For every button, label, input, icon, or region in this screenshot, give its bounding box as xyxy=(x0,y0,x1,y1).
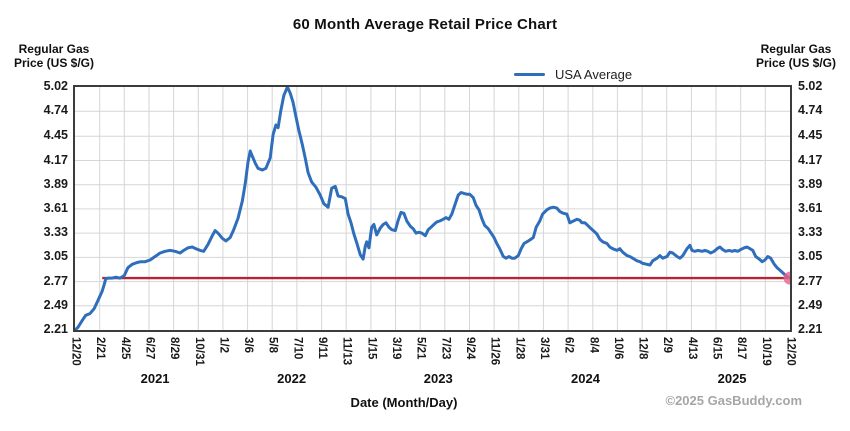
y-axis-title-left-line1: Regular Gas xyxy=(18,42,90,56)
y-axis-title-left: Regular Gas Price (US $/G) xyxy=(0,42,108,71)
x-tick-label: 11/26 xyxy=(488,337,501,366)
plot-area xyxy=(73,85,792,332)
y-tick-label-right: 2.77 xyxy=(798,273,823,288)
x-tick-label: 1/28 xyxy=(513,337,526,360)
x-tick-label: 12/8 xyxy=(636,337,649,360)
x-tick-label: 5/21 xyxy=(414,337,427,360)
y-tick-label-left: 2.21 xyxy=(43,322,68,336)
x-tick-label: 4/25 xyxy=(118,337,131,360)
x-tick-label: 6/27 xyxy=(143,337,156,360)
y-axis-title-right: Regular Gas Price (US $/G) xyxy=(742,42,850,71)
year-label-2025: 2025 xyxy=(717,371,747,386)
y-tick-label-left: 2.77 xyxy=(43,273,68,288)
year-label-2024: 2024 xyxy=(571,371,600,386)
y-tick-label-right: 3.61 xyxy=(798,200,823,215)
y-tick-label-left: 4.74 xyxy=(43,103,68,118)
x-tick-label: 9/24 xyxy=(463,337,476,360)
x-tick-label: 12/20 xyxy=(784,337,797,366)
x-tick-label: 7/23 xyxy=(439,337,452,360)
x-tick-label: 8/4 xyxy=(587,337,600,353)
y-tick-label-left: 4.17 xyxy=(43,152,68,167)
x-tick-label: 2/9 xyxy=(661,337,674,353)
copyright-watermark: ©2025 GasBuddy.com xyxy=(665,393,803,408)
legend: USA Average xyxy=(514,67,632,82)
y-tick-label-right: 4.74 xyxy=(798,103,823,118)
y-tick-label-left: 5.02 xyxy=(43,79,68,93)
x-tick-label: 8/29 xyxy=(168,337,181,360)
y-tick-label-right: 3.33 xyxy=(798,225,823,240)
legend-label: USA Average xyxy=(555,67,633,82)
x-tick-label: 1/2 xyxy=(217,337,230,353)
x-tick-label: 6/2 xyxy=(562,337,575,353)
x-tick-label: 2/21 xyxy=(94,337,107,360)
y-axis-title-left-line2: Price (US $/G) xyxy=(13,56,95,71)
y-tick-label-right: 4.17 xyxy=(798,152,823,167)
x-tick-label: 7/10 xyxy=(291,337,304,360)
y-tick-label-left: 2.49 xyxy=(43,297,68,312)
y-tick-label-right: 5.02 xyxy=(798,79,823,93)
chart-title: 60 Month Average Retail Price Chart xyxy=(292,16,558,33)
y-tick-label-left: 3.05 xyxy=(43,249,68,264)
year-label-2022: 2022 xyxy=(277,371,307,386)
x-tick-label: 5/8 xyxy=(266,337,279,353)
y-tick-label-right: 3.05 xyxy=(798,249,823,264)
x-tick-label: 1/15 xyxy=(365,337,378,360)
y-tick-label-left: 3.89 xyxy=(43,176,68,191)
y-tick-label-left: 3.61 xyxy=(43,200,68,215)
usa-average-line xyxy=(75,87,790,330)
x-tick-label: 3/6 xyxy=(242,337,255,353)
x-tick-label: 3/31 xyxy=(537,337,550,360)
x-tick-label: 10/31 xyxy=(192,337,205,366)
y-tick-label-right: 2.49 xyxy=(798,297,823,312)
y-tick-label-left: 3.33 xyxy=(43,225,68,240)
year-label-2021: 2021 xyxy=(140,371,170,386)
chart-canvas xyxy=(75,87,790,330)
y-tick-label-right: 3.89 xyxy=(798,176,823,191)
x-tick-label: 10/6 xyxy=(611,337,624,360)
x-tick-label: 12/20 xyxy=(69,337,82,366)
y-tick-label-left: 4.45 xyxy=(43,128,68,143)
y-tick-label-right: 4.45 xyxy=(798,128,823,143)
y-axis-title-right-line1: Regular Gas xyxy=(760,42,832,56)
x-tick-label: 4/13 xyxy=(685,337,698,360)
x-tick-label: 8/17 xyxy=(735,337,748,360)
x-axis-title: Date (Month/Day) xyxy=(350,395,458,410)
y-tick-label-right: 2.21 xyxy=(798,322,823,336)
x-tick-label: 3/19 xyxy=(390,337,403,360)
year-label-2023: 2023 xyxy=(423,371,453,386)
x-tick-label: 9/11 xyxy=(316,337,329,359)
latest-price-marker xyxy=(783,271,790,285)
x-tick-label: 10/19 xyxy=(759,337,772,366)
legend-line-swatch xyxy=(514,72,545,77)
x-tick-label: 11/13 xyxy=(340,337,353,366)
x-tick-label: 6/15 xyxy=(710,337,723,360)
y-axis-title-right-line2: Price (US $/G) xyxy=(755,56,837,71)
